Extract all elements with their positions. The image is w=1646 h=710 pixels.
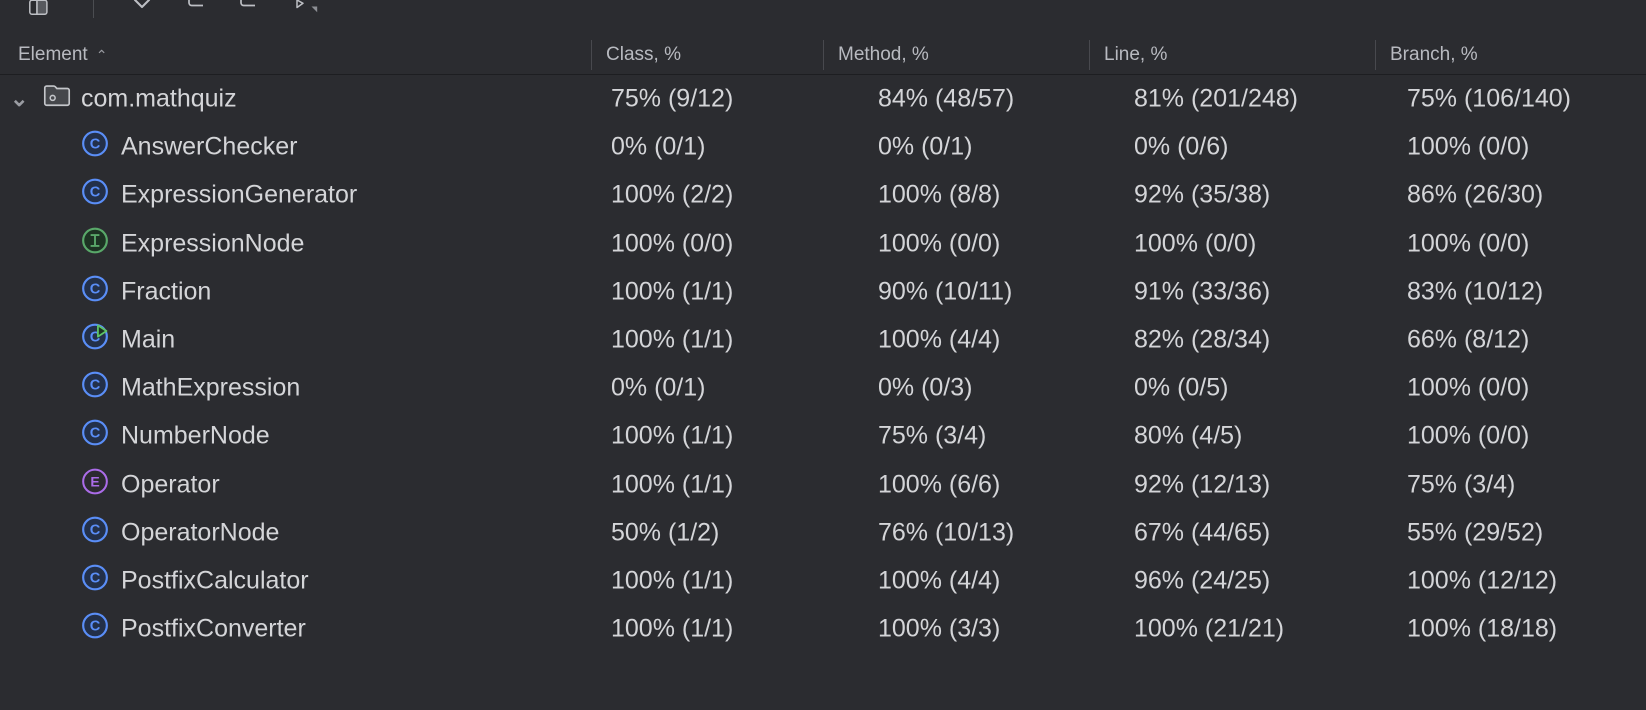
svg-text:C: C — [90, 426, 101, 442]
svg-text:C: C — [90, 281, 101, 297]
svg-text:E: E — [90, 473, 99, 489]
svg-text:C: C — [90, 619, 101, 635]
svg-text:C: C — [90, 571, 101, 587]
svg-text:C: C — [90, 185, 101, 201]
svg-text:C: C — [90, 137, 101, 153]
svg-text:C: C — [90, 522, 101, 538]
svg-text:C: C — [90, 378, 101, 394]
